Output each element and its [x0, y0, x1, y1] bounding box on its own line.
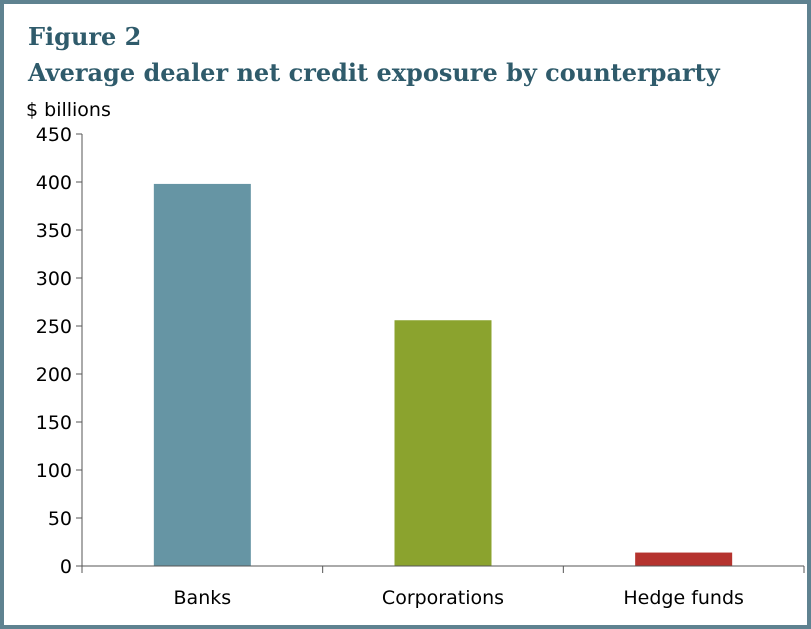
y-tick-label: 200	[36, 364, 72, 386]
y-tick-label: 100	[36, 460, 72, 482]
x-tick-label: Corporations	[382, 587, 504, 609]
y-tick-label: 250	[36, 316, 72, 338]
y-tick-label: 0	[60, 556, 72, 578]
y-tick-label: 450	[36, 124, 72, 146]
figure-label: Figure 2	[28, 22, 142, 51]
x-tick-label: Hedge funds	[623, 587, 744, 609]
y-tick-label: 150	[36, 412, 72, 434]
bar-banks	[153, 183, 251, 567]
figure-title: Average dealer net credit exposure by co…	[28, 58, 720, 87]
bar-hedge-funds	[635, 552, 733, 566]
x-tick-label: Banks	[174, 587, 232, 609]
y-axis-unit-label: $ billions	[26, 99, 111, 121]
y-tick-label: 50	[48, 508, 72, 530]
y-tick-label: 400	[36, 172, 72, 194]
y-tick-label: 300	[36, 268, 72, 290]
y-tick-label: 350	[36, 220, 72, 242]
bar-corporations	[394, 320, 492, 566]
